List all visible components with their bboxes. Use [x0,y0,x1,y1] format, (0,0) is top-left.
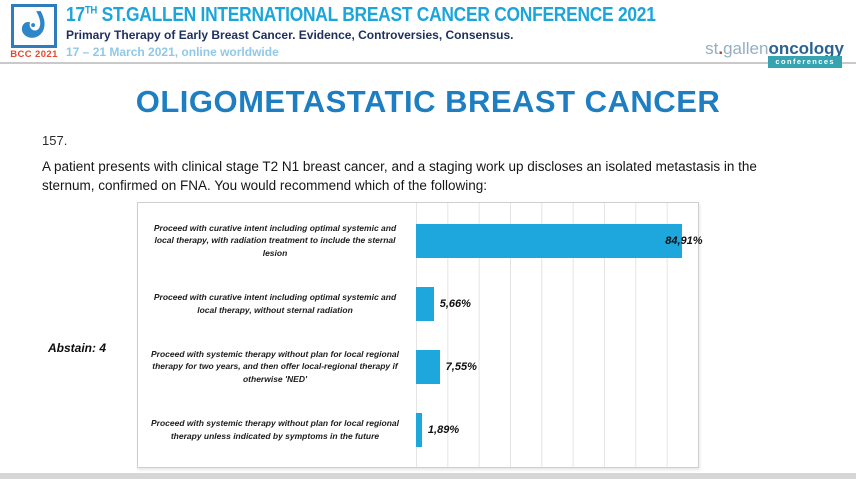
conference-subtitle: Primary Therapy of Early Breast Cancer. … [66,28,514,42]
bar [416,412,422,447]
bar [416,349,440,384]
bar-value: 7,55% [445,360,477,373]
bar-value: 5,66% [439,297,471,310]
bar-track: 7,55% [416,335,698,398]
bar-value: 1,89% [427,423,460,436]
bar [416,286,434,321]
bar-category-label: Proceed with systemic therapy without pl… [151,418,399,441]
bar-category-label: Proceed with systemic therapy without pl… [151,349,399,384]
bar [416,223,683,258]
question-text: A patient presents with clinical stage T… [42,159,757,193]
brand-dot: . [718,39,724,58]
slide-title: OLIGOMETASTATIC BREAST CANCER [135,84,721,119]
bar-track: 5,66% [416,272,698,335]
bcc-logo-icon [11,4,57,48]
conference-header: BCC 2021 17TH ST.GALLEN INTERNATIONAL BR… [0,0,856,68]
bar-value: 84,91% [665,234,703,247]
chart-row: Proceed with systemic therapy without pl… [138,398,698,461]
slide-bottom-edge [0,473,856,479]
chart-row: Proceed with systemic therapy without pl… [138,335,698,398]
chart-row: Proceed with curative intent including o… [138,209,703,272]
brand-conferences-badge: conferences [768,56,842,68]
conference-title: 17TH ST.GALLEN INTERNATIONAL BREAST CANC… [66,4,656,27]
drop-icon [21,11,45,38]
chart-rows: Proceed with curative intent including o… [138,203,703,467]
conference-title-ordinal: TH [84,4,98,17]
conference-title-main: ST.GALLEN INTERNATIONAL BREAST CANCER CO… [97,4,656,26]
header-text-block: 17TH ST.GALLEN INTERNATIONAL BREAST CANC… [66,4,744,59]
bar-category-label: Proceed with curative intent including o… [153,223,397,258]
question-number: 157. [42,133,68,148]
bar-category-label: Proceed with curative intent including o… [153,292,397,315]
conference-dates: 17 – 21 March 2021, online worldwide [66,45,279,59]
brand-st: st [705,39,719,58]
chart-row: Proceed with curative intent including o… [138,272,698,335]
conference-title-prefix: 17 [66,4,85,26]
brand-oncology: oncology [768,39,844,58]
bar-track: 1,89% [416,398,698,461]
bcc-logo: BCC 2021 [8,4,60,60]
bcc-logo-label: BCC 2021 [10,49,58,60]
abstain-count: Abstain: 4 [48,341,107,355]
brand-gallen: gallen [723,39,769,58]
stgallen-oncology-logo: st.gallenoncology conferences [705,39,844,68]
bar-track: 84,91% [416,209,703,272]
poll-results-bar-chart: Proceed with curative intent including o… [137,202,703,468]
